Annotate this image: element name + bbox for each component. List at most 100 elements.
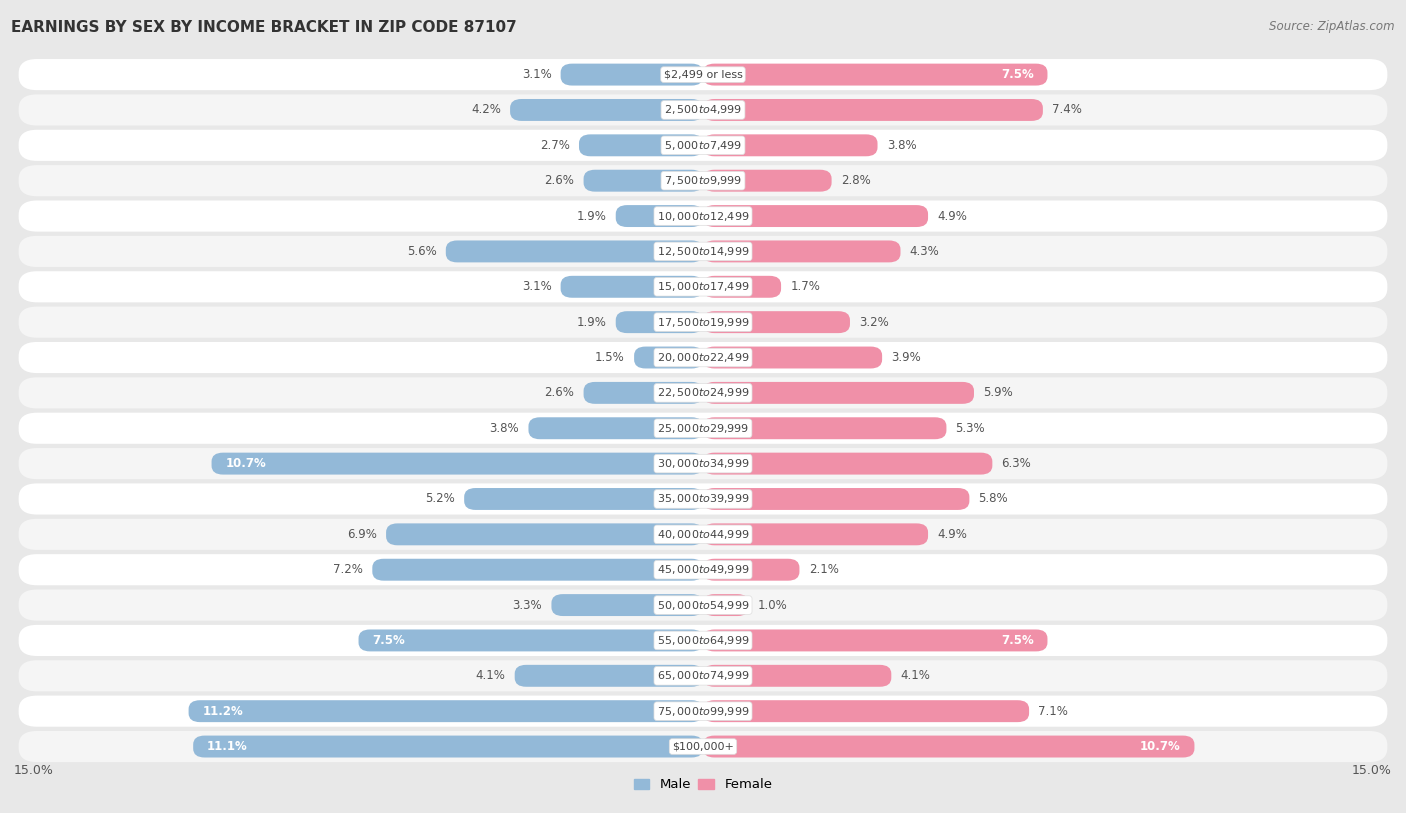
FancyBboxPatch shape [703, 205, 928, 227]
FancyBboxPatch shape [18, 448, 1388, 479]
Text: $100,000+: $100,000+ [672, 741, 734, 751]
Text: 5.6%: 5.6% [406, 245, 437, 258]
Text: 7.1%: 7.1% [1038, 705, 1069, 718]
FancyBboxPatch shape [387, 524, 703, 546]
Text: 2.8%: 2.8% [841, 174, 870, 187]
FancyBboxPatch shape [703, 665, 891, 687]
Text: 1.7%: 1.7% [790, 280, 820, 293]
Text: $15,000 to $17,499: $15,000 to $17,499 [657, 280, 749, 293]
Text: 11.1%: 11.1% [207, 740, 247, 753]
Text: 3.8%: 3.8% [489, 422, 519, 435]
Text: 3.1%: 3.1% [522, 68, 551, 81]
FancyBboxPatch shape [188, 700, 703, 722]
FancyBboxPatch shape [583, 170, 703, 192]
FancyBboxPatch shape [18, 130, 1388, 161]
Text: 4.1%: 4.1% [475, 669, 506, 682]
Text: $30,000 to $34,999: $30,000 to $34,999 [657, 457, 749, 470]
Text: $20,000 to $22,499: $20,000 to $22,499 [657, 351, 749, 364]
FancyBboxPatch shape [703, 594, 749, 616]
FancyBboxPatch shape [703, 382, 974, 404]
Text: 4.9%: 4.9% [938, 528, 967, 541]
Text: $65,000 to $74,999: $65,000 to $74,999 [657, 669, 749, 682]
FancyBboxPatch shape [18, 696, 1388, 727]
Text: $12,500 to $14,999: $12,500 to $14,999 [657, 245, 749, 258]
FancyBboxPatch shape [18, 625, 1388, 656]
FancyBboxPatch shape [561, 276, 703, 298]
Text: EARNINGS BY SEX BY INCOME BRACKET IN ZIP CODE 87107: EARNINGS BY SEX BY INCOME BRACKET IN ZIP… [11, 20, 517, 35]
Text: $5,000 to $7,499: $5,000 to $7,499 [664, 139, 742, 152]
Text: 10.7%: 10.7% [225, 457, 266, 470]
Text: 15.0%: 15.0% [1353, 764, 1392, 777]
FancyBboxPatch shape [703, 99, 1043, 121]
Text: 7.4%: 7.4% [1052, 103, 1083, 116]
FancyBboxPatch shape [616, 205, 703, 227]
FancyBboxPatch shape [359, 629, 703, 651]
Text: 5.2%: 5.2% [425, 493, 456, 506]
Legend: Male, Female: Male, Female [628, 773, 778, 797]
FancyBboxPatch shape [18, 342, 1388, 373]
Text: 3.1%: 3.1% [522, 280, 551, 293]
FancyBboxPatch shape [703, 63, 1047, 85]
Text: $2,499 or less: $2,499 or less [664, 70, 742, 80]
FancyBboxPatch shape [703, 134, 877, 156]
Text: 2.6%: 2.6% [544, 386, 575, 399]
Text: 2.1%: 2.1% [808, 563, 838, 576]
FancyBboxPatch shape [18, 660, 1388, 691]
Text: 5.8%: 5.8% [979, 493, 1008, 506]
FancyBboxPatch shape [18, 272, 1388, 302]
Text: 4.9%: 4.9% [938, 210, 967, 223]
FancyBboxPatch shape [464, 488, 703, 510]
FancyBboxPatch shape [18, 554, 1388, 585]
Text: 5.9%: 5.9% [983, 386, 1012, 399]
FancyBboxPatch shape [18, 201, 1388, 232]
FancyBboxPatch shape [703, 453, 993, 475]
Text: 1.0%: 1.0% [758, 598, 787, 611]
FancyBboxPatch shape [703, 311, 851, 333]
FancyBboxPatch shape [616, 311, 703, 333]
FancyBboxPatch shape [634, 346, 703, 368]
Text: $10,000 to $12,499: $10,000 to $12,499 [657, 210, 749, 223]
FancyBboxPatch shape [18, 236, 1388, 267]
Text: $75,000 to $99,999: $75,000 to $99,999 [657, 705, 749, 718]
FancyBboxPatch shape [193, 736, 703, 758]
Text: $25,000 to $29,999: $25,000 to $29,999 [657, 422, 749, 435]
FancyBboxPatch shape [703, 559, 800, 580]
Text: $45,000 to $49,999: $45,000 to $49,999 [657, 563, 749, 576]
FancyBboxPatch shape [703, 170, 831, 192]
Text: Source: ZipAtlas.com: Source: ZipAtlas.com [1270, 20, 1395, 33]
FancyBboxPatch shape [510, 99, 703, 121]
Text: $55,000 to $64,999: $55,000 to $64,999 [657, 634, 749, 647]
FancyBboxPatch shape [18, 59, 1388, 90]
FancyBboxPatch shape [561, 63, 703, 85]
Text: 3.8%: 3.8% [887, 139, 917, 152]
FancyBboxPatch shape [446, 241, 703, 263]
Text: 2.7%: 2.7% [540, 139, 569, 152]
Text: $2,500 to $4,999: $2,500 to $4,999 [664, 103, 742, 116]
FancyBboxPatch shape [703, 488, 969, 510]
Text: $40,000 to $44,999: $40,000 to $44,999 [657, 528, 749, 541]
FancyBboxPatch shape [18, 589, 1388, 620]
FancyBboxPatch shape [703, 629, 1047, 651]
Text: 10.7%: 10.7% [1140, 740, 1181, 753]
Text: 4.3%: 4.3% [910, 245, 939, 258]
Text: 6.3%: 6.3% [1001, 457, 1031, 470]
Text: $35,000 to $39,999: $35,000 to $39,999 [657, 493, 749, 506]
FancyBboxPatch shape [373, 559, 703, 580]
Text: 11.2%: 11.2% [202, 705, 243, 718]
FancyBboxPatch shape [583, 382, 703, 404]
FancyBboxPatch shape [703, 346, 882, 368]
Text: 7.2%: 7.2% [333, 563, 363, 576]
Text: 4.1%: 4.1% [900, 669, 931, 682]
FancyBboxPatch shape [703, 700, 1029, 722]
FancyBboxPatch shape [703, 241, 900, 263]
Text: $50,000 to $54,999: $50,000 to $54,999 [657, 598, 749, 611]
FancyBboxPatch shape [529, 417, 703, 439]
FancyBboxPatch shape [703, 524, 928, 546]
FancyBboxPatch shape [18, 307, 1388, 337]
Text: $7,500 to $9,999: $7,500 to $9,999 [664, 174, 742, 187]
Text: $22,500 to $24,999: $22,500 to $24,999 [657, 386, 749, 399]
Text: 15.0%: 15.0% [14, 764, 53, 777]
FancyBboxPatch shape [18, 519, 1388, 550]
Text: 3.9%: 3.9% [891, 351, 921, 364]
FancyBboxPatch shape [18, 94, 1388, 125]
